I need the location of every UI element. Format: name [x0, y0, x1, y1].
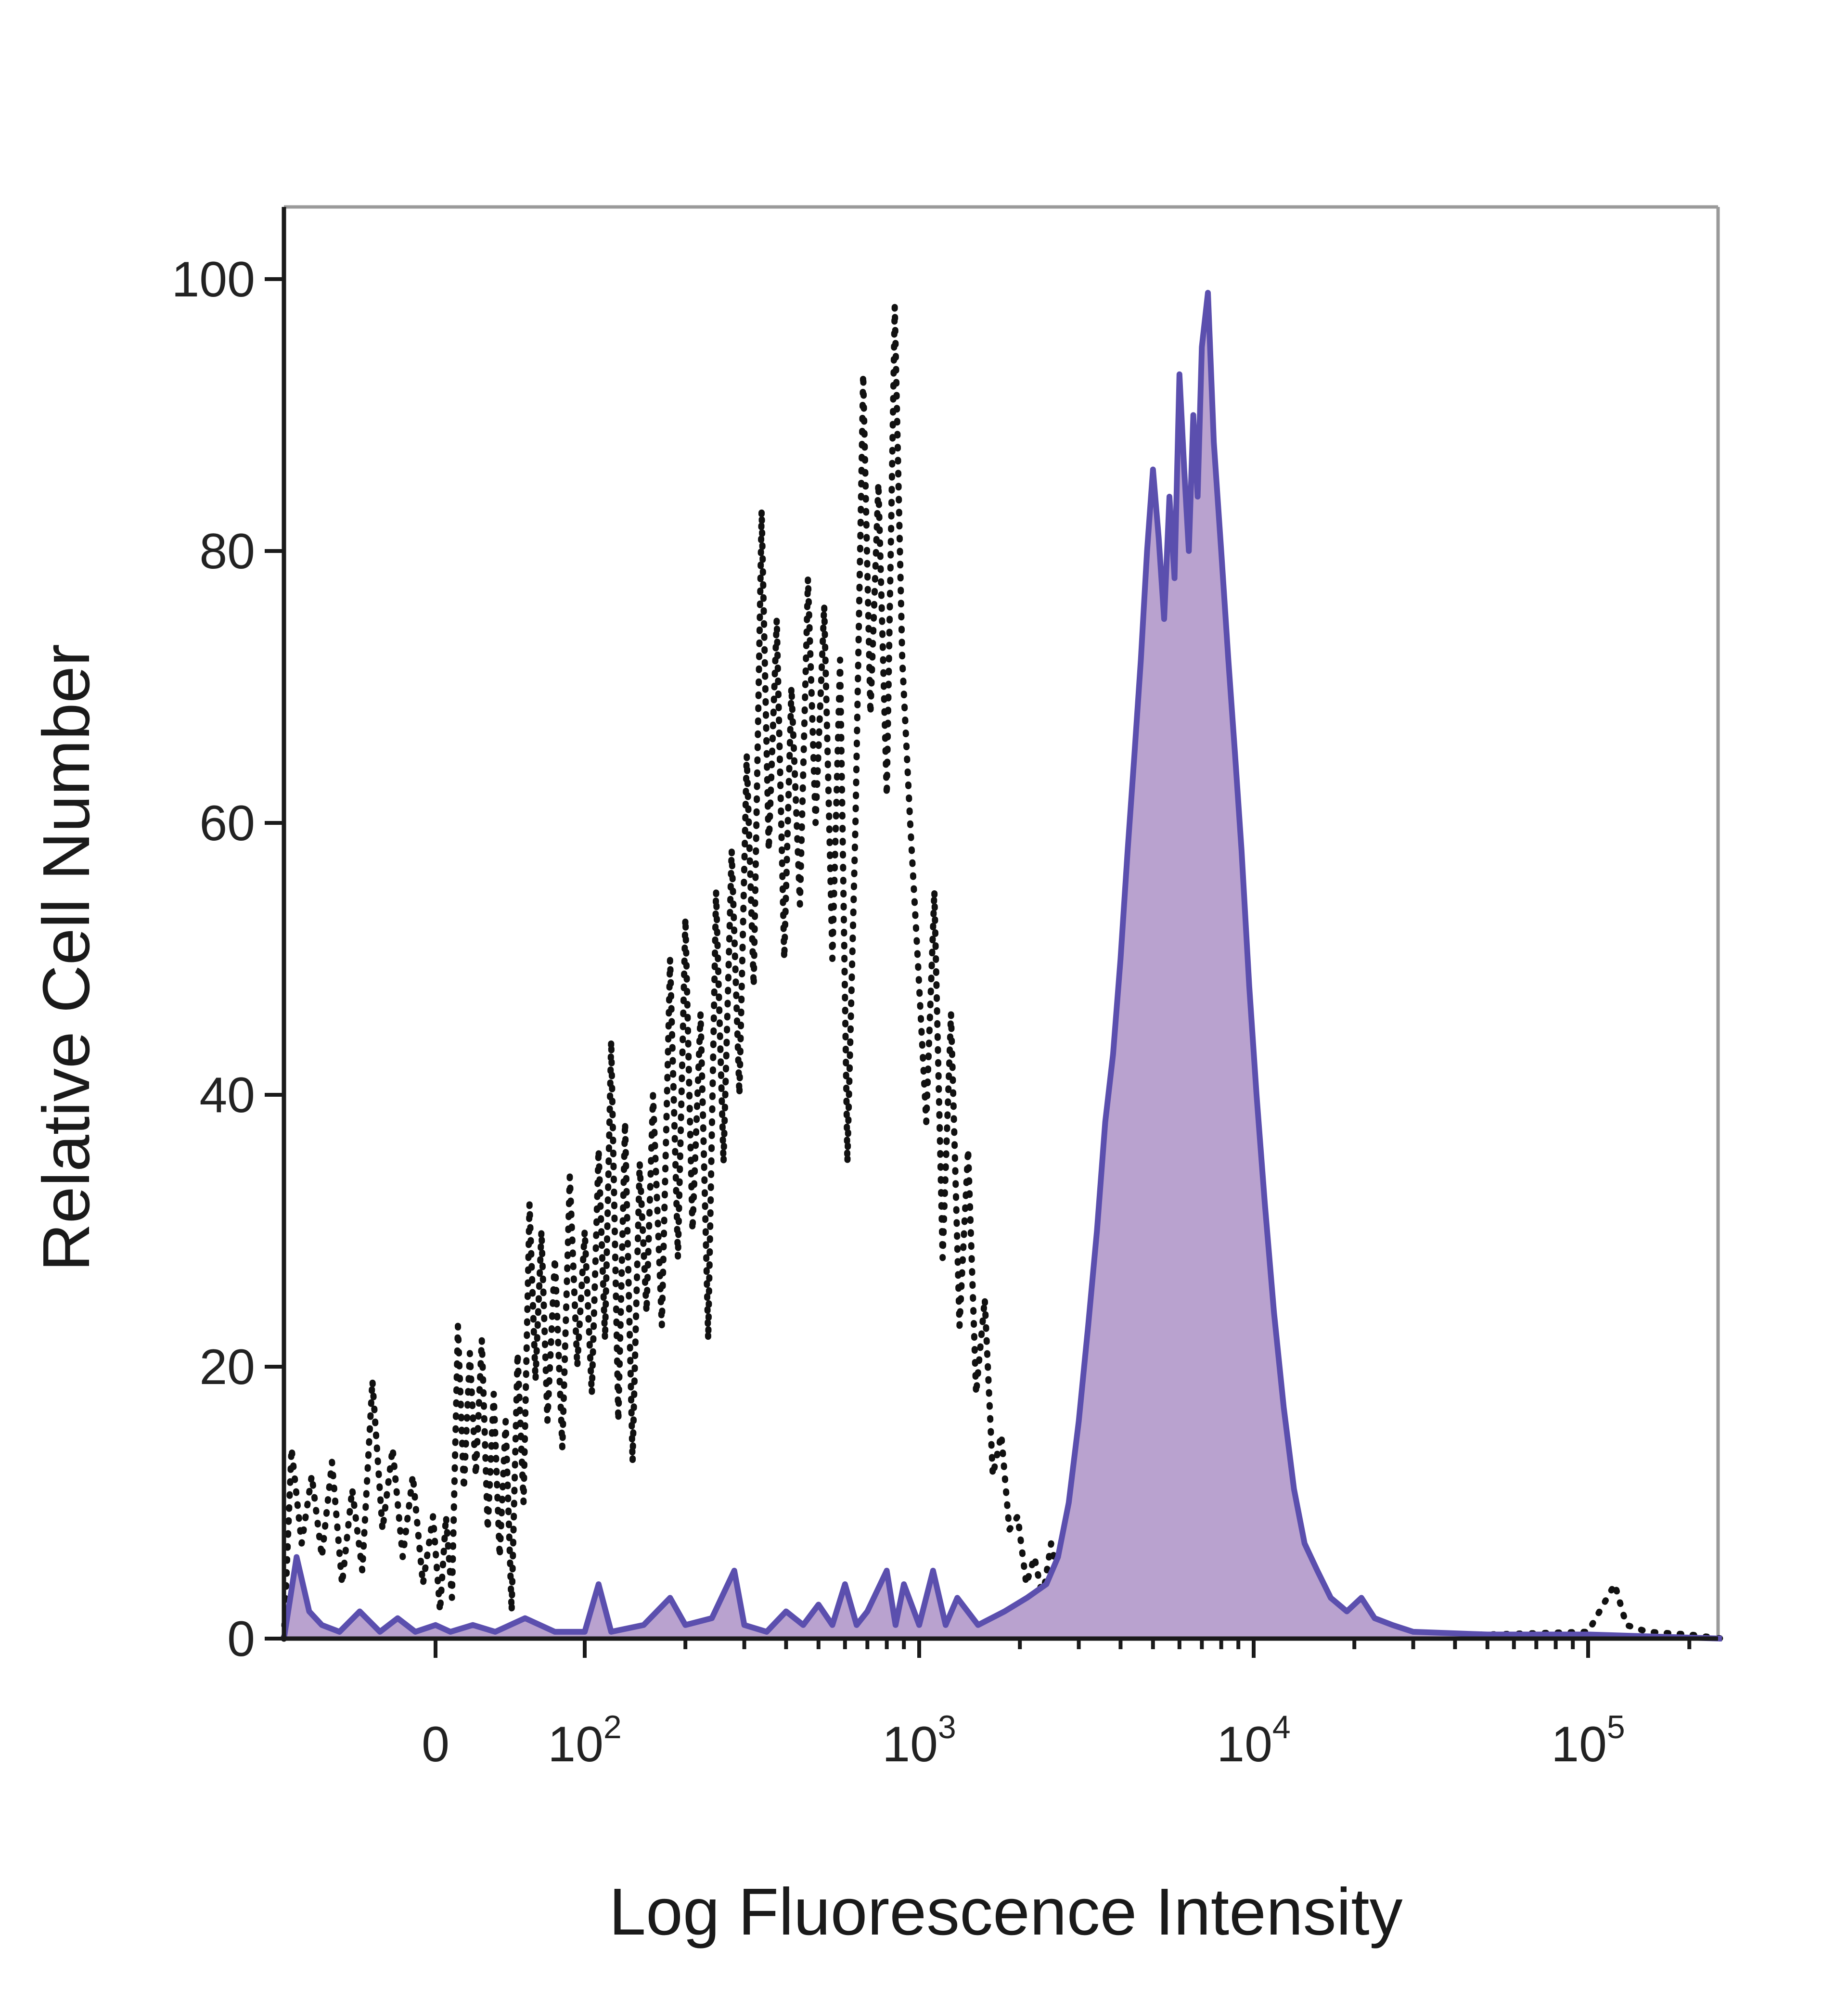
- y-tick-label: 100: [171, 252, 255, 308]
- y-tick-label: 60: [199, 795, 255, 851]
- series-layer: [281, 290, 1725, 1642]
- y-tick-label: 40: [199, 1067, 255, 1123]
- x-tick-label: 103: [882, 1709, 956, 1772]
- x-tick-label: 105: [1551, 1709, 1625, 1772]
- y-tick-label: 20: [199, 1339, 255, 1395]
- y-ticks: 0 20 40 60 80 100: [171, 252, 284, 1667]
- x-tick-label: 104: [1217, 1709, 1291, 1772]
- y-axis-title: Relative Cell Number: [29, 644, 103, 1271]
- x-tick-label: 102: [548, 1709, 622, 1772]
- x-ticks: 0 102 103 104 105: [422, 1639, 1692, 1772]
- y-tick-label: 0: [227, 1611, 255, 1667]
- series-0-line: [281, 303, 1725, 1642]
- axes: [282, 207, 1718, 1641]
- series-1-line: [281, 290, 1722, 1641]
- y-tick-label: 80: [199, 524, 255, 579]
- series-1-fill: [284, 293, 1722, 1639]
- plot-frame: [284, 205, 1720, 1639]
- x-axis-title: Log Fluorescence Intensity: [609, 1875, 1402, 1949]
- x-tick-label: 0: [422, 1717, 449, 1772]
